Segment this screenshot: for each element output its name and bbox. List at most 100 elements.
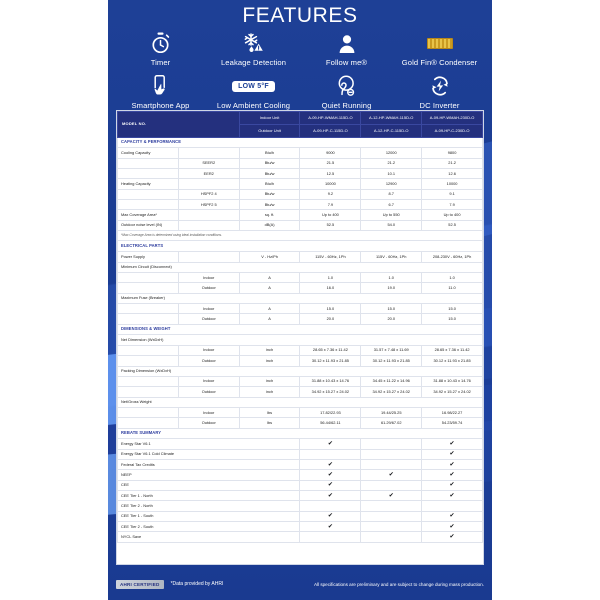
spec-label	[117, 417, 179, 429]
rebate-check-icon: ✔	[299, 469, 362, 481]
features-row-1: Timer	[108, 30, 492, 67]
feature-label: Smartphone App	[131, 101, 190, 110]
spec-value: 15.0	[360, 302, 423, 315]
rebate-label: Federal Tax Credits	[117, 459, 301, 471]
section-title: DIMENSIONS & WEIGHT	[117, 323, 483, 336]
indoor-model-number: A-09-HP-WMAH-230D-O	[421, 111, 483, 125]
spec-value: 9.2	[299, 188, 362, 201]
rebate-label: Energy Star V6.1 Cold Climate	[117, 448, 301, 461]
rebate-check-icon: ✔	[299, 521, 362, 533]
section-header-row: REBATE SUMMARY	[117, 427, 483, 440]
spec-group-label: Packing Dimension (WxDxH)	[117, 365, 483, 377]
rebate-row: Energy Star V6.1 Cold Climate ✔	[117, 448, 483, 461]
spec-value: 9000	[299, 147, 362, 159]
spec-sublabel: Outdoor	[177, 282, 240, 294]
spec-row: Maximum Fuse (Breaker)	[117, 292, 483, 305]
spec-value: 15.0	[421, 302, 483, 315]
rebate-label: CEE Tier 1 - South	[117, 510, 301, 523]
spec-value: 12000	[360, 147, 423, 159]
rebate-row: CEE ✔ ✔	[117, 479, 483, 492]
feature-label: Low Ambient Cooling	[216, 101, 291, 110]
spec-value: 30.12 x 11.93 x 21.85	[299, 355, 362, 367]
rebate-label: NYCL Save	[117, 531, 301, 543]
indoor-model-number: A-12-HP-WMAH-115D-O	[360, 111, 423, 125]
spec-row: Outdoor noise level (IN) dB(A) 52.5 54.0 52.…	[117, 219, 483, 232]
stopwatch-icon	[151, 30, 170, 56]
spec-row: HSPF2 4 Btu/w 9.2 8.7 9.1	[117, 188, 483, 201]
rebate-check-icon: ✔	[421, 459, 483, 471]
feature-label: Follow me®	[325, 58, 368, 67]
poster-panel: FEATURES Timer	[108, 0, 492, 600]
spec-value: 20.0	[360, 313, 423, 325]
spec-label	[117, 168, 179, 180]
spec-value: 16.0	[299, 282, 362, 294]
spec-unit: A	[238, 271, 301, 284]
spec-row: Indoor inch 31.88 x 10.43 x 14.76 34.45 x 1…	[117, 375, 483, 388]
spec-label	[117, 375, 179, 388]
spec-unit: A	[238, 302, 301, 315]
spec-unit: Btu/h	[238, 147, 301, 159]
spec-group-label: Maximum Fuse (Breaker)	[117, 292, 483, 305]
feature-dc-inverter: DC Inverter	[393, 73, 486, 110]
spec-value: 17.82/22.93	[299, 406, 362, 419]
rebate-check-icon: ✔	[421, 490, 483, 502]
rebate-label: CEE Tier 2 - North	[117, 500, 301, 512]
spec-sublabel: Outdoor	[177, 355, 240, 367]
rebate-check-icon: ✔	[421, 479, 483, 492]
rebate-row: NEEP ✔ ✔ ✔	[117, 469, 483, 481]
spec-value: 21.2	[421, 157, 483, 170]
footer-bar: AHRI CERTIFIED *Data provided by AHRI Al…	[108, 568, 492, 600]
rebate-empty	[299, 500, 362, 512]
spec-label	[117, 199, 179, 211]
spec-group-label: Net Dimension (WxDxH)	[117, 334, 483, 346]
spec-value: 34.92 x 15.27 x 24.02	[421, 386, 483, 398]
spec-note: *Max Coverage Area is determined using i…	[117, 230, 483, 242]
rebate-check-icon: ✔	[299, 438, 362, 450]
spec-row: Indoor inch 28.65 x 7.36 x 11.42 31.57 x 7.…	[117, 344, 483, 357]
spec-value: 16.98/22.27	[421, 406, 483, 419]
spec-note-row: *Max Coverage Area is determined using i…	[117, 230, 483, 242]
spec-sublabel: Indoor	[177, 271, 240, 284]
spec-value: 31.88 x 10.43 x 14.76	[421, 375, 483, 388]
spec-sublabel: SEER2	[177, 157, 240, 170]
outdoor-model-number: A-09-HP-C-115D-O	[299, 123, 362, 138]
spec-unit: A	[238, 313, 301, 325]
spec-sublabel: Indoor	[177, 375, 240, 388]
section-title: REBATE SUMMARY	[117, 427, 483, 440]
spec-unit: Btu/w	[238, 168, 301, 180]
features-row-2: Smartphone App LOW 5°F Low Ambient Cooli…	[108, 73, 492, 110]
spec-value: 10000	[421, 178, 483, 190]
outdoor-model-number: A-09-HP-C-230D-O	[421, 123, 483, 138]
spec-unit: inch	[238, 344, 301, 357]
spec-value: 34.45 x 11.22 x 14.96	[360, 375, 423, 388]
dc-inverter-icon	[429, 73, 451, 99]
spec-unit: inch	[238, 386, 301, 398]
rebate-check-icon: ✔	[421, 521, 483, 533]
spec-row: SEER2 Btu/w 21.5 21.2 21.2	[117, 157, 483, 170]
spec-group-label: Net/Gross Weight	[117, 396, 483, 408]
spec-value: 34.92 x 15.27 x 24.02	[360, 386, 423, 398]
rebate-empty	[360, 500, 423, 512]
feature-label: Quiet Running	[321, 101, 372, 110]
spec-sublabel: HSPF2 4	[177, 188, 240, 201]
spec-value: 28.65 x 7.36 x 11.42	[299, 344, 362, 357]
rebate-check-icon: ✔	[299, 479, 362, 492]
smartphone-hand-icon	[151, 73, 171, 99]
spec-value: 30.12 x 11.93 x 21.85	[360, 355, 423, 367]
spec-value: 30.12 x 11.93 x 21.85	[421, 355, 483, 367]
rebate-empty	[360, 438, 423, 450]
rebate-check-icon: ✔	[299, 490, 362, 502]
rebate-check-icon: ✔	[299, 510, 362, 523]
rebate-check-icon: ✔	[299, 459, 362, 471]
spec-value: 19.0	[360, 282, 423, 294]
spec-unit: Btu/w	[238, 157, 301, 170]
spec-row: Indoor A 1.0 1.0 1.0	[117, 271, 483, 284]
section-header-row: ELECTRICAL PARTS	[117, 240, 483, 253]
rebate-check-icon: ✔	[421, 531, 483, 543]
spec-unit: inch	[238, 355, 301, 367]
rebate-label: Energy Star V6.1	[117, 438, 301, 450]
spec-value: 10000	[299, 178, 362, 190]
spec-unit: sq. ft.	[238, 209, 301, 221]
spec-value: 54.23/59.74	[421, 417, 483, 429]
spec-sublabel: Indoor	[177, 344, 240, 357]
